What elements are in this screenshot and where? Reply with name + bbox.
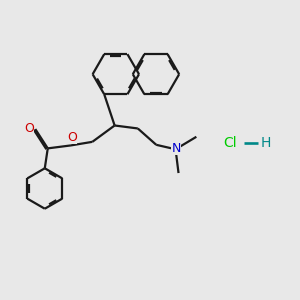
Text: O: O xyxy=(67,130,77,144)
Text: H: H xyxy=(260,136,271,150)
Text: O: O xyxy=(24,122,34,135)
Text: Cl: Cl xyxy=(224,136,237,150)
Text: N: N xyxy=(172,142,181,155)
